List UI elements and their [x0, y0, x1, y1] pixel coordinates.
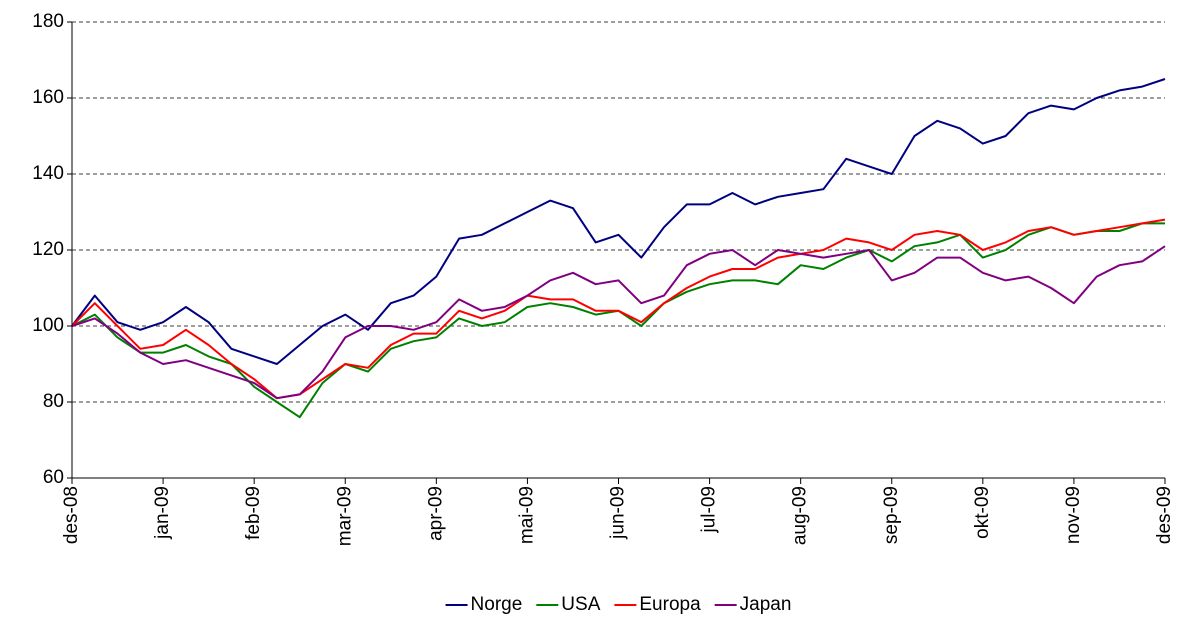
y-tick-label: 180 [32, 11, 64, 32]
y-tick-label: 140 [32, 163, 64, 184]
y-tick-label: 100 [32, 315, 64, 336]
y-tick-label: 80 [43, 391, 64, 412]
x-tick-label: mar-09 [334, 486, 355, 546]
x-tick-label: des-09 [1154, 486, 1175, 544]
legend-label: Norge [471, 594, 523, 615]
series-line [71, 222, 1165, 419]
series-line [71, 218, 1166, 400]
x-tick-label: apr-09 [425, 486, 446, 541]
x-tick-label: jan-09 [152, 486, 173, 540]
x-tick-label: mai-09 [516, 486, 537, 544]
series-line [71, 78, 1166, 365]
y-tick-label: 120 [32, 239, 64, 260]
x-tick-label: sep-09 [881, 486, 902, 544]
x-tick-label: des-08 [61, 486, 82, 544]
series-line [71, 245, 1166, 400]
x-tick-label: nov-09 [1063, 486, 1084, 544]
x-tick-label: jun-09 [608, 486, 629, 540]
legend-label: Europa [639, 594, 701, 615]
x-tick-label: jul-09 [699, 486, 720, 533]
x-tick-label: feb-09 [243, 486, 264, 540]
y-tick-label: 60 [43, 467, 64, 488]
legend-label: Japan [740, 594, 792, 615]
x-tick-label: okt-09 [972, 486, 993, 539]
x-tick-label: aug-09 [790, 486, 811, 545]
legend-label: USA [561, 594, 600, 615]
y-tick-label: 160 [32, 87, 64, 108]
